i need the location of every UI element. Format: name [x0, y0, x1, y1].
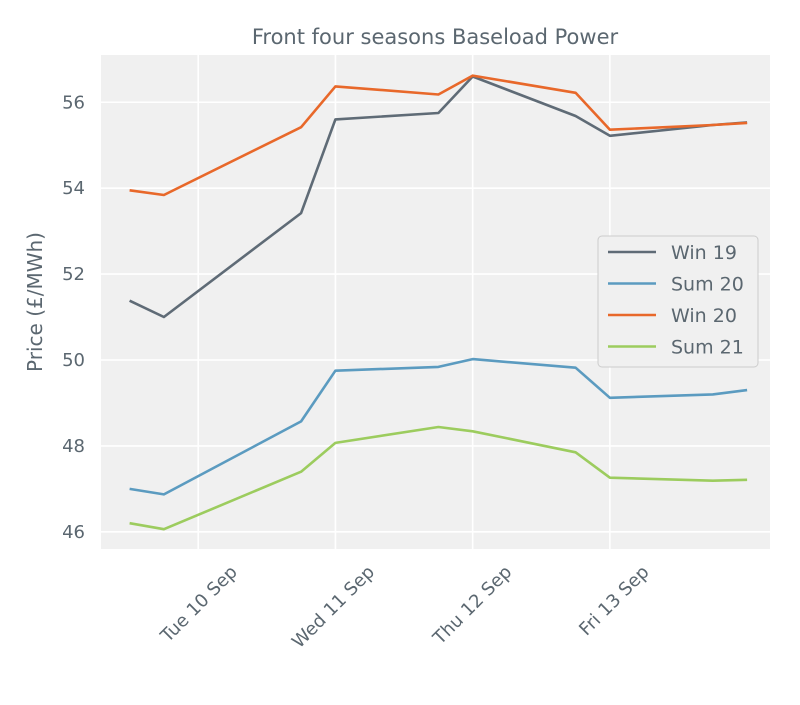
- legend-box: [597, 235, 759, 368]
- series-line-sum-20: [129, 357, 748, 496]
- y-axis-label: Price (£/MWh): [23, 232, 47, 372]
- series-line-win-19: [129, 75, 748, 319]
- series-line-sum-21: [129, 425, 748, 531]
- y-tick-label: 48: [62, 436, 85, 457]
- y-tick-label: 56: [62, 92, 85, 113]
- x-tick-label: Tue 10 Sep: [156, 562, 242, 648]
- legend: Win 19 Sum 20 Win 20 Sum 21: [597, 235, 759, 368]
- chart-title: Front four seasons Baseload Power: [252, 25, 619, 49]
- y-axis-ticks: 46 48 50 52 54 56: [62, 92, 85, 543]
- legend-label: Win 19: [671, 242, 737, 264]
- y-tick-label: 46: [62, 522, 85, 543]
- x-tick-label: Wed 11 Sep: [288, 562, 379, 653]
- y-tick-label: 54: [62, 178, 85, 199]
- legend-label: Win 20: [671, 305, 737, 327]
- x-tick-label: Fri 13 Sep: [575, 562, 653, 640]
- series-layer: [129, 74, 748, 531]
- series-line-win-20: [129, 74, 748, 197]
- x-tick-label: Thu 12 Sep: [428, 562, 516, 650]
- legend-label: Sum 21: [671, 337, 744, 359]
- legend-label: Sum 20: [671, 274, 744, 296]
- y-tick-label: 52: [62, 264, 85, 285]
- x-axis-ticks: Tue 10 Sep Wed 11 Sep Thu 12 Sep Fri 13 Sep: [156, 562, 653, 653]
- y-tick-label: 50: [62, 350, 85, 371]
